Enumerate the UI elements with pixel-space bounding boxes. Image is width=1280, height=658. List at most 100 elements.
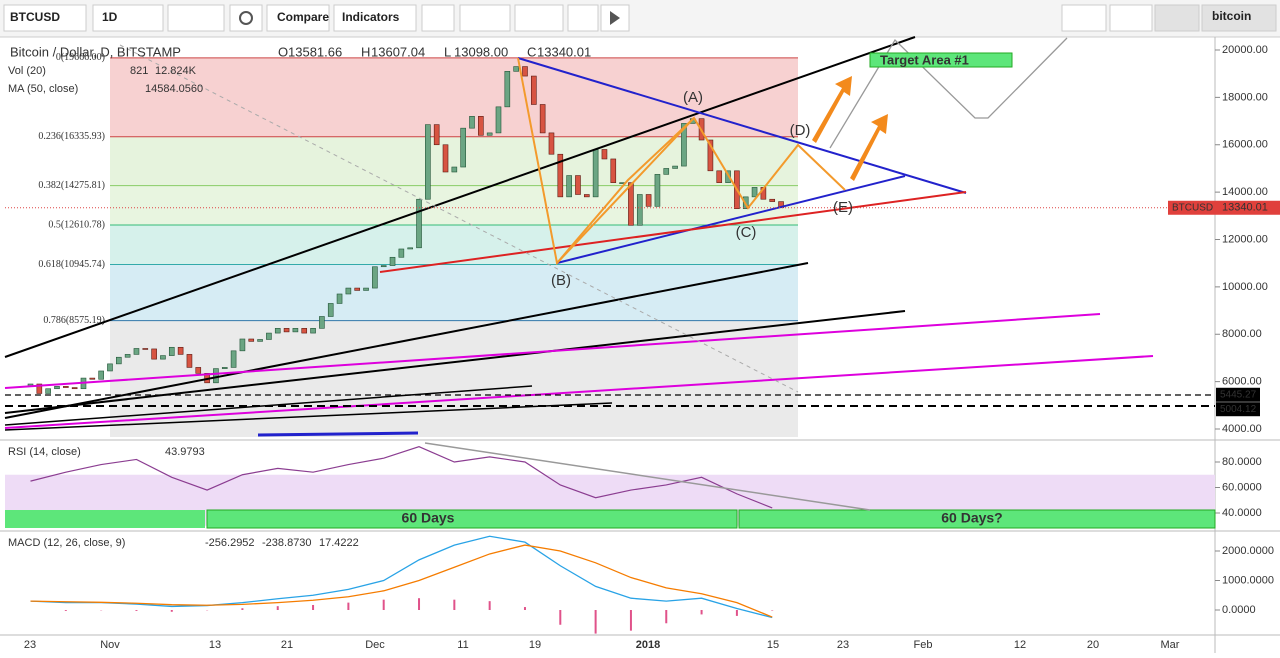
templates[interactable] bbox=[460, 5, 510, 31]
macd-value: 17.4222 bbox=[319, 537, 359, 549]
alert[interactable] bbox=[422, 5, 454, 31]
x-tick-label: 23 bbox=[837, 639, 849, 651]
period-label: 60 Days bbox=[402, 510, 455, 526]
candle bbox=[355, 288, 360, 290]
candle bbox=[152, 349, 157, 359]
candle bbox=[549, 133, 554, 154]
ohlc-value: 13581.66 bbox=[288, 44, 342, 59]
candle bbox=[275, 328, 280, 333]
pattern-label: (E) bbox=[833, 199, 853, 216]
undo-redo[interactable] bbox=[515, 5, 563, 31]
fib-band bbox=[110, 225, 798, 264]
candle bbox=[478, 116, 483, 135]
x-tick-label: Mar bbox=[1161, 639, 1180, 651]
symbol[interactable]: BTCUSD bbox=[10, 10, 60, 24]
candle bbox=[346, 288, 351, 294]
candle bbox=[319, 316, 324, 328]
macd-tick-label: 0.0000 bbox=[1222, 604, 1256, 616]
fib-label: 0.382(14275.81) bbox=[38, 180, 105, 191]
histogram-bar bbox=[418, 598, 420, 610]
compare[interactable]: Compare bbox=[277, 10, 329, 24]
candle bbox=[417, 199, 422, 248]
candle bbox=[602, 149, 607, 158]
chart-style[interactable] bbox=[168, 5, 224, 31]
x-tick-label: 21 bbox=[281, 639, 293, 651]
candle bbox=[240, 339, 245, 351]
settings[interactable] bbox=[230, 5, 262, 31]
candle bbox=[311, 328, 316, 333]
candle bbox=[364, 288, 369, 290]
macd-label: MACD (12, 26, close, 9) bbox=[8, 537, 125, 549]
cloud-save[interactable] bbox=[1155, 5, 1199, 31]
candle bbox=[522, 67, 527, 76]
price-tick-label: 18000.00 bbox=[1222, 91, 1268, 103]
price-tick-label: 16000.00 bbox=[1222, 139, 1268, 151]
candle bbox=[611, 159, 616, 183]
interval[interactable]: 1D bbox=[102, 10, 118, 24]
account[interactable]: bitcoin bbox=[1212, 9, 1251, 23]
macd-value: -238.8730 bbox=[262, 537, 312, 549]
price-tick-label: 10000.00 bbox=[1222, 281, 1268, 293]
fib-band bbox=[110, 137, 798, 186]
layout[interactable] bbox=[1062, 5, 1106, 31]
histogram-bar bbox=[312, 605, 314, 610]
arrow bbox=[812, 76, 852, 143]
fullscreen[interactable] bbox=[568, 5, 598, 31]
candle bbox=[143, 348, 148, 349]
macd-value: -256.2952 bbox=[205, 537, 255, 549]
histogram-bar bbox=[665, 610, 667, 623]
candle bbox=[390, 257, 395, 265]
ohlc-key: L bbox=[444, 44, 451, 59]
candle bbox=[443, 145, 448, 172]
candle bbox=[575, 176, 580, 195]
candle bbox=[461, 128, 466, 167]
price-tick-label: 12000.00 bbox=[1222, 233, 1268, 245]
fib-band bbox=[110, 264, 798, 320]
histogram-bar bbox=[135, 610, 137, 611]
candle bbox=[531, 76, 536, 104]
x-tick-label: 12 bbox=[1014, 639, 1026, 651]
candle bbox=[487, 133, 492, 135]
candle bbox=[231, 351, 236, 368]
x-tick-label: 11 bbox=[457, 639, 468, 651]
candle bbox=[222, 367, 227, 368]
histogram-bar bbox=[453, 600, 455, 610]
x-tick-label: 15 bbox=[767, 639, 779, 651]
period-box bbox=[5, 510, 205, 528]
candle bbox=[434, 125, 439, 145]
histogram-bar bbox=[524, 607, 526, 610]
volume-label: Vol (20) bbox=[8, 65, 46, 77]
histogram-bar bbox=[383, 600, 385, 610]
indicators[interactable]: Indicators bbox=[342, 10, 400, 24]
price-tick-label: 6000.00 bbox=[1222, 376, 1262, 388]
candle bbox=[187, 354, 192, 367]
volume-value: 821 bbox=[130, 65, 148, 77]
fib-band bbox=[110, 186, 798, 225]
x-tick-label: 2018 bbox=[636, 639, 660, 651]
ohlc-value: 13607.04 bbox=[371, 44, 425, 59]
cloud-load[interactable] bbox=[1110, 5, 1152, 31]
histogram-bar bbox=[489, 601, 491, 610]
pattern-label: (D) bbox=[790, 122, 811, 139]
ma-label: MA (50, close) bbox=[8, 83, 78, 95]
candle bbox=[54, 386, 59, 388]
macd-line bbox=[31, 536, 773, 617]
x-tick-label: 23 bbox=[24, 639, 36, 651]
candle bbox=[116, 357, 121, 364]
price-marker-symbol: BTCUSD bbox=[1172, 202, 1213, 213]
candle bbox=[505, 71, 510, 107]
candle bbox=[514, 67, 519, 72]
candle bbox=[673, 166, 678, 168]
ohlc-value: 13340.01 bbox=[537, 44, 591, 59]
trend-line bbox=[258, 433, 418, 435]
arrow bbox=[850, 114, 888, 181]
rsi-label: RSI (14, close) bbox=[8, 446, 81, 458]
ohlc-key: H bbox=[361, 44, 370, 59]
pattern-label: (C) bbox=[736, 224, 757, 241]
ma-value: 14584.0560 bbox=[145, 83, 203, 95]
candle bbox=[593, 149, 598, 196]
candle bbox=[655, 174, 660, 206]
pattern-label: (B) bbox=[551, 272, 571, 289]
x-tick-label: 13 bbox=[209, 639, 221, 651]
candle bbox=[196, 367, 201, 373]
